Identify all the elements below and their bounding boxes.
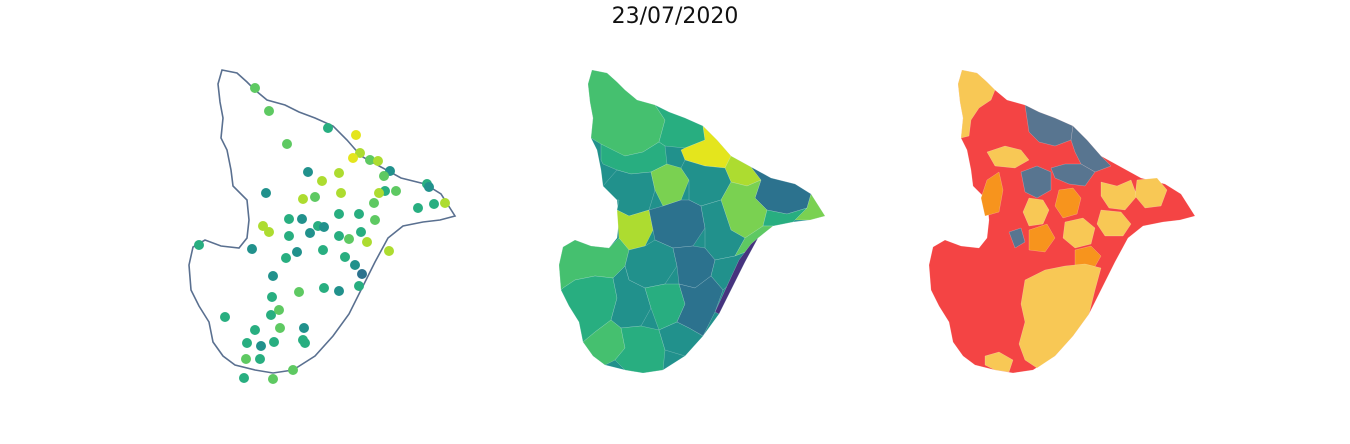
map-point-marker — [288, 365, 298, 375]
map-point-marker — [294, 287, 304, 297]
map-point-marker — [281, 253, 291, 263]
map-point-marker — [310, 192, 320, 202]
map-choropleth-risk — [928, 69, 1196, 374]
map-point-marker — [413, 203, 423, 213]
map-choropleth-viridis — [558, 69, 826, 374]
municipalities-risk — [928, 69, 1196, 374]
map-point-marker — [267, 292, 277, 302]
map-point-marker — [247, 244, 257, 254]
map-point-marker — [344, 234, 354, 244]
state-outline — [188, 69, 457, 374]
map-point-marker — [299, 323, 309, 333]
map-point-marker — [424, 182, 434, 192]
map-point-marker — [356, 227, 366, 237]
map-point-marker — [292, 247, 302, 257]
map-point-marker — [374, 188, 384, 198]
map-point-marker — [379, 171, 389, 181]
map-point-marker — [256, 341, 266, 351]
map-point-marker — [298, 335, 308, 345]
map-point-marker — [282, 139, 292, 149]
municipalities-viridis — [558, 69, 826, 374]
map-point-marker — [429, 199, 439, 209]
map-point-marker — [255, 354, 265, 364]
map-point-marker — [239, 373, 249, 383]
map-point-marker — [298, 194, 308, 204]
map-point-marker — [357, 269, 367, 279]
map-point-marker — [268, 374, 278, 384]
map-point-marker — [284, 214, 294, 224]
map-point-marker — [264, 227, 274, 237]
map-point-marker — [303, 167, 313, 177]
map-point-marker — [250, 83, 260, 93]
map-point-marker — [384, 246, 394, 256]
map-point-marker — [334, 168, 344, 178]
map-point-marker — [264, 106, 274, 116]
map-point-marker — [323, 123, 333, 133]
map-point-marker — [305, 228, 315, 238]
map-point-marker — [268, 271, 278, 281]
map-point-marker — [241, 354, 251, 364]
map-point-marker — [250, 325, 260, 335]
map-point-marker — [369, 198, 379, 208]
map-point-marker — [284, 231, 294, 241]
map-point-marker — [275, 323, 285, 333]
map-point-marker — [318, 245, 328, 255]
map-points-panel — [188, 69, 457, 384]
map-point-marker — [354, 209, 364, 219]
map-point-marker — [350, 260, 360, 270]
map-point-marker — [269, 337, 279, 347]
map-point-marker — [351, 130, 361, 140]
map-point-marker — [319, 283, 329, 293]
map-point-marker — [317, 176, 327, 186]
map-point-marker — [348, 153, 358, 163]
map-point-marker — [355, 148, 365, 158]
map-point-marker — [370, 215, 380, 225]
map-point-marker — [334, 286, 344, 296]
map-point-marker — [391, 186, 401, 196]
map-point-marker — [336, 188, 346, 198]
figure-title: 23/07/2020 — [611, 4, 739, 29]
map-point-marker — [334, 231, 344, 241]
map-point-marker — [261, 188, 271, 198]
map-point-marker — [365, 155, 375, 165]
map-point-marker — [334, 209, 344, 219]
map-point-marker — [242, 338, 252, 348]
map-point-marker — [194, 240, 204, 250]
map-point-marker — [274, 305, 284, 315]
map-point-marker — [220, 312, 230, 322]
map-point-marker — [362, 237, 372, 247]
map-point-marker — [354, 281, 364, 291]
map-point-marker — [297, 214, 307, 224]
map-point-marker — [319, 222, 329, 232]
map-point-marker — [440, 198, 450, 208]
map-point-marker — [373, 156, 383, 166]
map-point-marker — [266, 310, 276, 320]
map-point-marker — [340, 252, 350, 262]
